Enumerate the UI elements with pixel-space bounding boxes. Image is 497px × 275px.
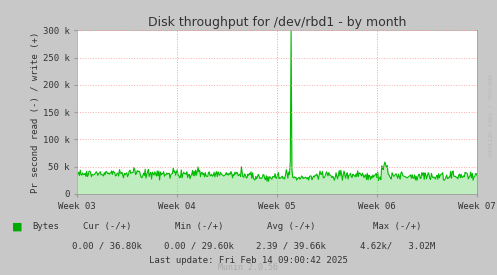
Text: Max (-/+): Max (-/+) — [373, 222, 422, 231]
Text: 0.00 / 36.80k: 0.00 / 36.80k — [72, 242, 142, 251]
Y-axis label: Pr second read (-) / write (+): Pr second read (-) / write (+) — [31, 31, 40, 193]
Text: 4.62k/   3.02M: 4.62k/ 3.02M — [360, 242, 435, 251]
Text: Last update: Fri Feb 14 09:00:42 2025: Last update: Fri Feb 14 09:00:42 2025 — [149, 256, 348, 265]
Text: 0.00 / 29.60k: 0.00 / 29.60k — [164, 242, 234, 251]
Text: 2.39 / 39.66k: 2.39 / 39.66k — [256, 242, 326, 251]
Text: ■: ■ — [12, 222, 23, 232]
Text: Cur (-/+): Cur (-/+) — [83, 222, 131, 231]
Text: RRDTOOL / TOBI OETIKER: RRDTOOL / TOBI OETIKER — [486, 74, 491, 157]
Text: Bytes: Bytes — [32, 222, 59, 231]
Text: Avg (-/+): Avg (-/+) — [266, 222, 315, 231]
Title: Disk throughput for /dev/rbd1 - by month: Disk throughput for /dev/rbd1 - by month — [148, 16, 406, 29]
Text: Munin 2.0.56: Munin 2.0.56 — [219, 263, 278, 272]
Text: Min (-/+): Min (-/+) — [174, 222, 223, 231]
